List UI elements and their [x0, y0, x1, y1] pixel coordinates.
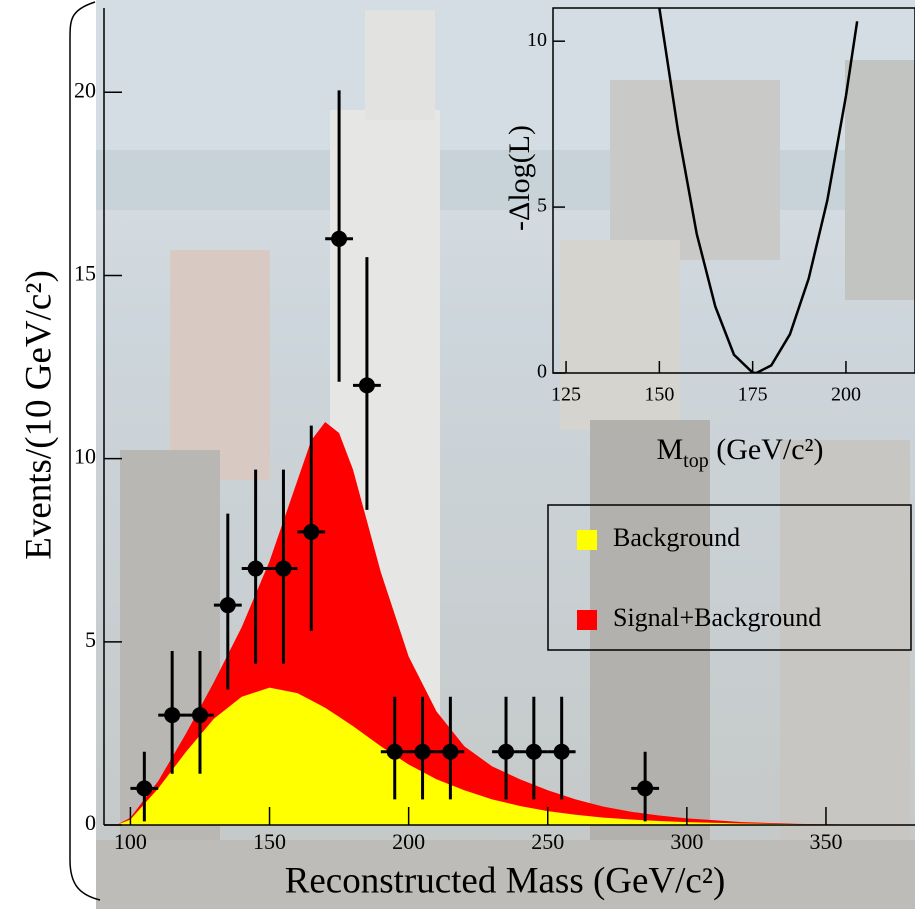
- x-axis-label: Reconstructed Mass (GeV/c²): [285, 860, 726, 901]
- y-tick-label: 0: [537, 361, 547, 383]
- bracket: [69, 1, 101, 901]
- x-axis-label-part: (GeV/c²): [709, 433, 824, 466]
- data-point: [275, 560, 292, 577]
- legend-swatch: [577, 530, 597, 550]
- legend-label: Background: [613, 523, 740, 552]
- x-tick-label: 200: [831, 384, 861, 406]
- data-point: [247, 560, 264, 577]
- y-tick-label: 5: [85, 627, 96, 652]
- x-tick-label: 150: [253, 829, 286, 854]
- x-tick-label: 150: [644, 384, 674, 406]
- x-axis-label-part: M: [656, 433, 683, 466]
- data-point: [164, 707, 181, 724]
- x-tick-label: 350: [809, 829, 842, 854]
- data-point: [637, 780, 654, 797]
- y-axis-label: Events/(10 GeV/c²): [18, 270, 59, 560]
- y-tick-label: 10: [74, 444, 96, 469]
- legend: Background Signal+Background: [547, 504, 912, 651]
- x-tick-label: 200: [392, 829, 425, 854]
- data-point: [303, 523, 320, 540]
- inset-frame: [552, 7, 915, 374]
- x-tick-label: 300: [670, 829, 703, 854]
- y-axis-label: -Δlog(L): [503, 125, 536, 231]
- legend-box: [547, 504, 912, 651]
- data-point: [219, 597, 236, 614]
- x-tick-label: 100: [114, 829, 147, 854]
- plot-area: [116, 90, 910, 825]
- area: [116, 687, 910, 825]
- x-tick-label: 175: [738, 384, 768, 406]
- data-point: [498, 743, 515, 760]
- y-tick-label: 20: [74, 77, 96, 102]
- legend-swatch: [577, 610, 597, 630]
- inset-plot: 0 5 10 125 150 175 200 Mtop (GeV/c²) -Δlog(L): [503, 7, 915, 472]
- x-axis-label-part: top: [683, 450, 709, 472]
- likelihood-curve: [658, 8, 859, 373]
- x-tick-label: 125: [551, 384, 581, 406]
- data-point: [525, 743, 542, 760]
- data-point: [136, 780, 153, 797]
- data-point: [442, 743, 459, 760]
- data-point: [331, 230, 348, 247]
- data-point: [553, 743, 570, 760]
- data-point: [191, 707, 208, 724]
- y-tick-label: 10: [527, 29, 547, 51]
- y-tick-label: 15: [74, 260, 96, 285]
- data-point: [414, 743, 431, 760]
- y-tick-label: 5: [537, 195, 547, 217]
- x-axis-label: Mtop (GeV/c²): [656, 433, 823, 472]
- inset-area: [658, 8, 859, 373]
- x-tick-label: 250: [531, 829, 564, 854]
- legend-label: Signal+Background: [613, 603, 821, 632]
- y-tick-label: 0: [85, 810, 96, 835]
- data-point: [358, 377, 375, 394]
- data-point: [386, 743, 403, 760]
